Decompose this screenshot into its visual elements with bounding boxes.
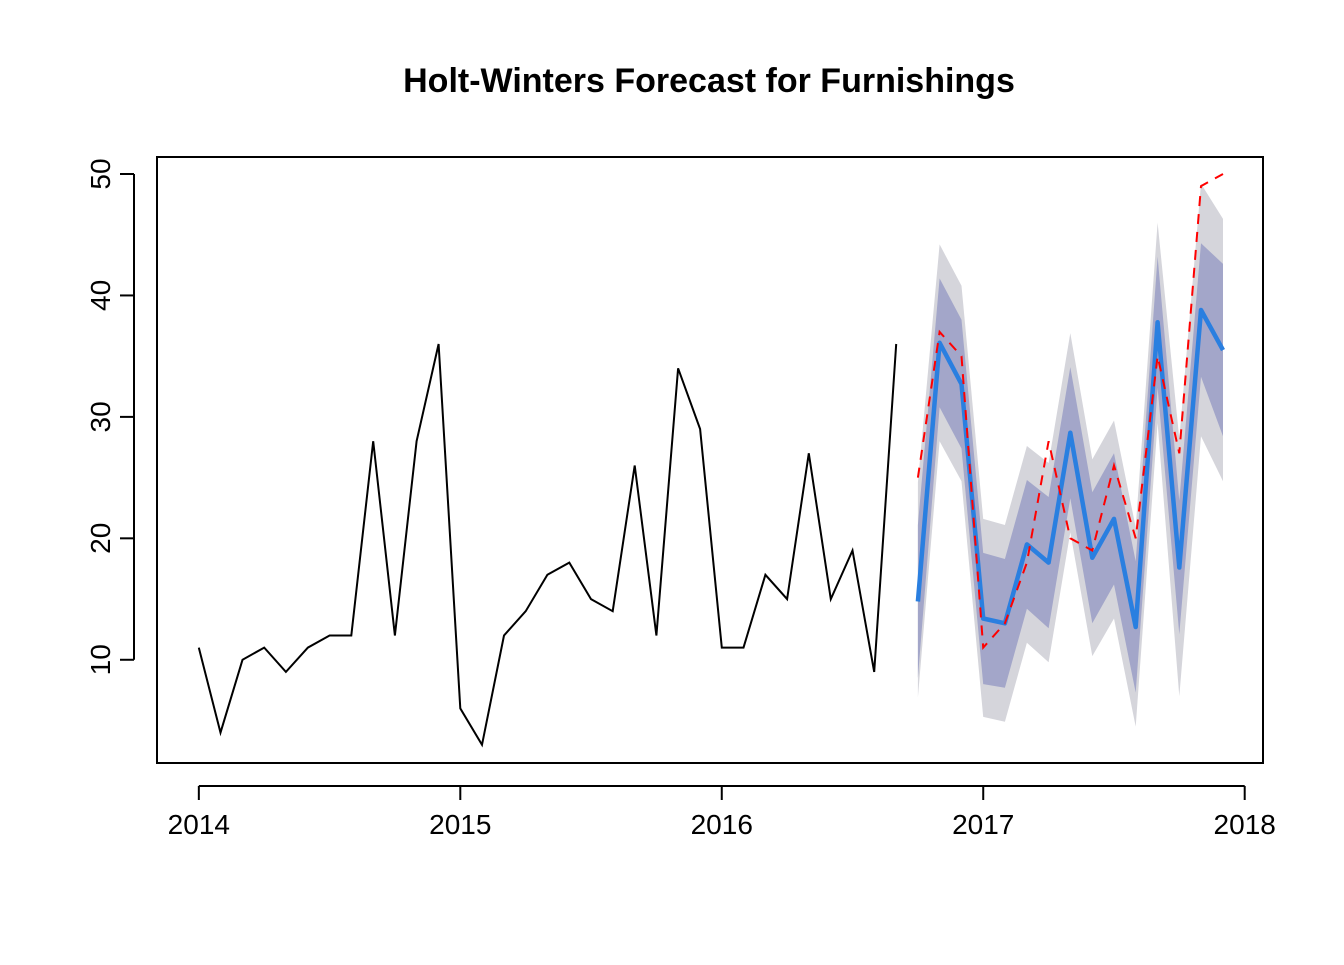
x-tick-label: 2018 <box>1214 809 1276 840</box>
plot-frame <box>156 156 1264 764</box>
series-observed <box>197 343 898 748</box>
series-forecast <box>915 307 1225 630</box>
chart-title: Holt-Winters Forecast for Furnishings <box>403 62 1015 100</box>
y-tick-label: 10 <box>85 644 116 675</box>
series-actual <box>916 173 1224 651</box>
y-tick-label: 20 <box>85 523 116 554</box>
band-80 <box>917 243 1223 693</box>
x-tick-label: 2017 <box>952 809 1014 840</box>
x-tick-label: 2014 <box>168 809 230 840</box>
y-tick-label: 40 <box>85 280 116 311</box>
x-tick-label: 2016 <box>691 809 753 840</box>
y-tick-label: 50 <box>85 158 116 189</box>
y-tick-label: 30 <box>85 401 116 432</box>
x-tick-label: 2015 <box>429 809 491 840</box>
